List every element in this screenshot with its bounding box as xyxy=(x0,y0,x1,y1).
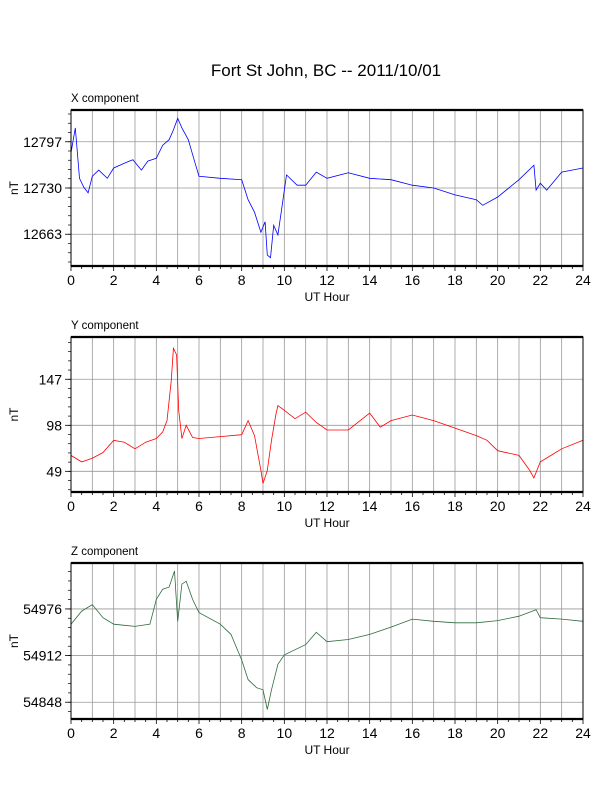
x-tick-label: 4 xyxy=(152,272,160,288)
data-series-line xyxy=(70,346,584,484)
x-axis-label: UT Hour xyxy=(304,743,349,757)
data-series-line xyxy=(70,117,584,259)
x-tick-label: 16 xyxy=(405,272,421,288)
x-tick-label: 22 xyxy=(533,272,549,288)
data-series-line xyxy=(70,570,584,710)
x-axis-label: UT Hour xyxy=(304,516,349,530)
x-tick-label: 12 xyxy=(319,725,335,741)
x-tick-label: 0 xyxy=(67,725,75,741)
x-tick-label: 8 xyxy=(238,498,246,514)
x-tick-label: 18 xyxy=(447,725,463,741)
x-tick-label: 6 xyxy=(195,725,203,741)
x-tick-label: 16 xyxy=(405,725,421,741)
x-tick-label: 20 xyxy=(490,498,506,514)
y-tick-label: 54848 xyxy=(23,694,62,710)
x-tick-label: 0 xyxy=(67,498,75,514)
x-tick-label: 12 xyxy=(319,498,335,514)
y-tick-label: 98 xyxy=(46,417,62,433)
x-tick-label: 24 xyxy=(575,725,591,741)
y-tick-label: 12663 xyxy=(23,226,62,242)
x-tick-label: 16 xyxy=(405,498,421,514)
x-tick-label: 2 xyxy=(110,725,118,741)
x-tick-label: 10 xyxy=(277,498,293,514)
y-tick-label: 12797 xyxy=(23,134,62,150)
x-tick-label: 6 xyxy=(195,498,203,514)
x-tick-label: 2 xyxy=(110,498,118,514)
y-axis-label: nT xyxy=(7,180,21,195)
y-tick-label: 54912 xyxy=(23,648,62,664)
panel-label: X component xyxy=(71,93,140,105)
panel-label: Y component xyxy=(71,320,139,332)
y-tick-label: 49 xyxy=(46,463,62,479)
x-tick-label: 22 xyxy=(533,498,549,514)
x-tick-label: 24 xyxy=(575,272,591,288)
x-tick-label: 22 xyxy=(533,725,549,741)
y-axis-label: nT xyxy=(7,407,21,422)
y-tick-label: 12730 xyxy=(23,180,62,196)
x-tick-label: 18 xyxy=(447,498,463,514)
x-tick-label: 6 xyxy=(195,272,203,288)
x-tick-label: 4 xyxy=(152,725,160,741)
x-tick-label: 14 xyxy=(362,725,378,741)
x-tick-label: 4 xyxy=(152,498,160,514)
x-tick-label: 8 xyxy=(238,272,246,288)
y-tick-label: 147 xyxy=(39,371,63,387)
x-tick-label: 10 xyxy=(277,272,293,288)
y-tick-label: 54976 xyxy=(23,601,62,617)
x-axis-label: UT Hour xyxy=(304,290,349,304)
x-tick-label: 18 xyxy=(447,272,463,288)
x-tick-label: 24 xyxy=(575,498,591,514)
x-tick-label: 2 xyxy=(110,272,118,288)
panel-label: Z component xyxy=(71,546,139,558)
x-tick-label: 0 xyxy=(67,272,75,288)
chart-title: Fort St John, BC -- 2011/10/01 xyxy=(211,61,441,80)
x-tick-label: 14 xyxy=(362,272,378,288)
x-tick-label: 12 xyxy=(319,272,335,288)
y-axis-label: nT xyxy=(7,633,21,648)
x-tick-label: 20 xyxy=(490,725,506,741)
x-tick-label: 14 xyxy=(362,498,378,514)
x-tick-label: 20 xyxy=(490,272,506,288)
x-tick-label: 8 xyxy=(238,725,246,741)
x-tick-label: 10 xyxy=(277,725,293,741)
